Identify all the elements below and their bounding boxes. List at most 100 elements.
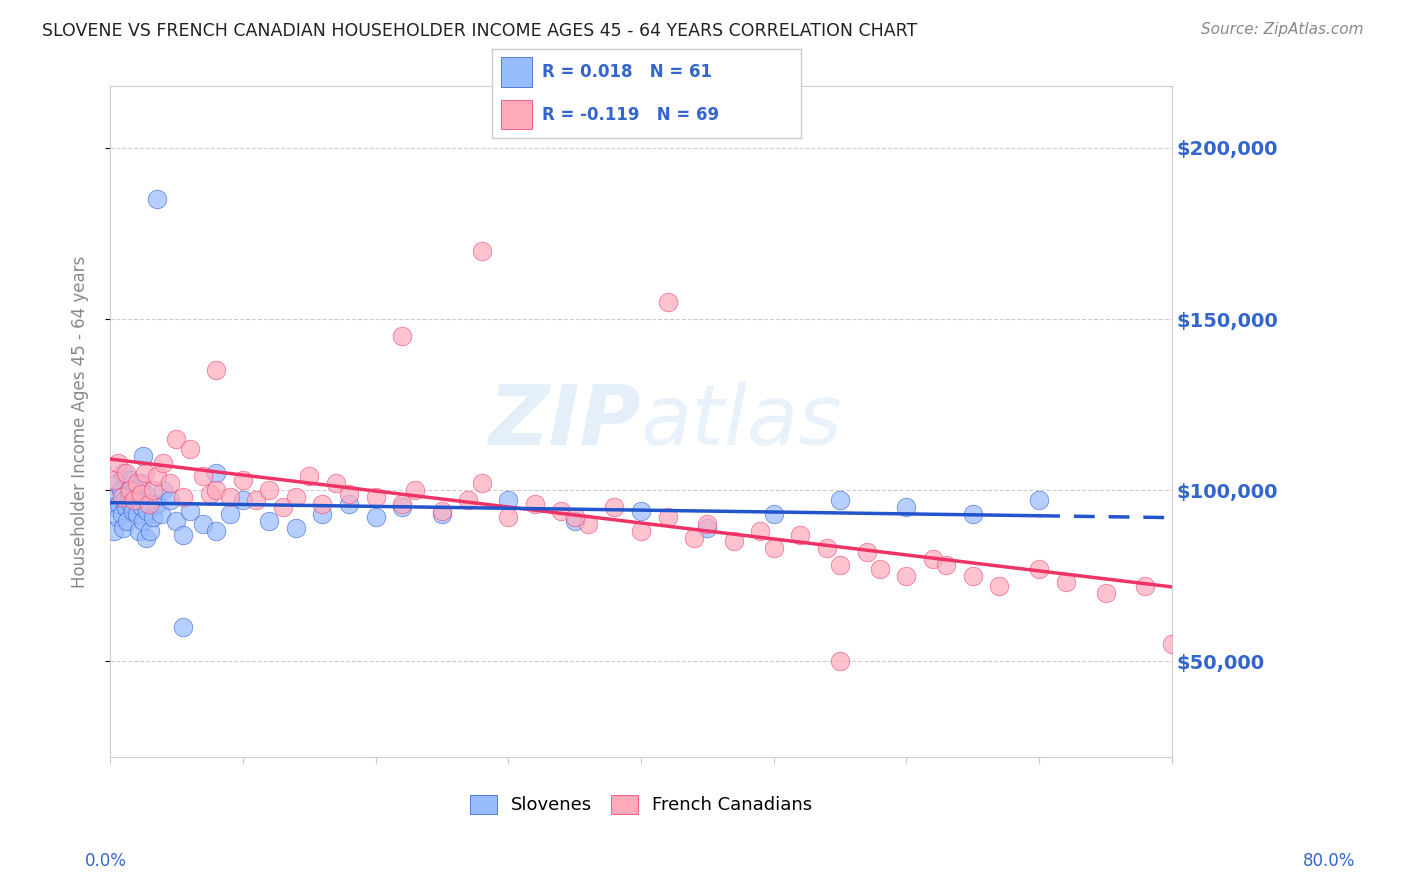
Point [112,521,135,535]
Point [152,483,174,497]
Point [1094,585,1116,599]
Point [364,510,387,524]
Point [145,497,167,511]
Point [603,500,626,515]
Text: SLOVENE VS FRENCH CANADIAN HOUSEHOLDER INCOME AGES 45 - 64 YEARS CORRELATION CHA: SLOVENE VS FRENCH CANADIAN HOUSEHOLDER I… [42,22,918,40]
Point [457,493,479,508]
Point [1028,493,1050,508]
Point [141,510,163,524]
Point [191,469,214,483]
Point [131,500,153,515]
Point [259,514,281,528]
Point [496,493,519,508]
Point [111,490,134,504]
Point [830,493,852,508]
Point [657,294,679,309]
Bar [502,57,533,87]
Point [922,551,945,566]
Point [101,500,124,515]
Point [120,497,142,511]
Point [630,503,652,517]
Text: atlas: atlas [641,381,842,462]
Point [869,562,891,576]
Point [105,476,128,491]
Point [159,476,181,491]
Point [271,500,294,515]
Point [471,476,494,491]
Point [114,493,136,508]
Point [696,517,718,532]
Point [337,486,360,500]
Text: R = -0.119   N = 69: R = -0.119 N = 69 [541,105,718,124]
Point [683,531,706,545]
Point [205,363,228,377]
Bar [502,100,533,129]
Text: Source: ZipAtlas.com: Source: ZipAtlas.com [1201,22,1364,37]
Point [179,503,201,517]
Point [132,449,155,463]
Point [107,510,129,524]
Point [115,466,138,480]
Point [988,579,1011,593]
Text: 0.0%: 0.0% [84,852,127,870]
Point [134,486,156,500]
Point [138,497,160,511]
Point [121,503,143,517]
Point [1028,562,1050,576]
Point [107,456,129,470]
Point [134,466,156,480]
Legend: Slovenes, French Canadians: Slovenes, French Canadians [463,788,820,822]
Point [523,497,546,511]
Point [896,500,918,515]
Point [145,192,167,206]
Point [364,490,387,504]
Point [762,541,785,556]
Point [172,620,194,634]
Point [117,514,139,528]
Point [165,432,187,446]
Point [124,483,146,497]
Point [205,483,228,497]
Text: 80.0%: 80.0% [1302,852,1355,870]
Point [311,507,333,521]
Point [122,490,145,504]
Point [564,514,586,528]
Point [696,521,718,535]
Point [576,517,599,532]
Point [550,503,572,517]
Point [298,469,321,483]
Point [111,507,134,521]
Point [311,497,333,511]
Point [218,490,240,504]
Point [149,507,172,521]
Point [749,524,772,538]
Point [391,500,413,515]
Point [172,490,194,504]
Point [935,558,957,573]
Point [218,507,240,521]
Point [159,493,181,508]
Point [404,483,426,497]
Point [136,503,159,517]
Point [129,476,152,491]
Point [830,654,852,668]
Point [139,524,162,538]
Point [118,486,141,500]
Point [232,473,254,487]
Point [723,534,745,549]
Point [205,524,228,538]
Point [232,493,254,508]
Point [115,500,138,515]
Point [337,497,360,511]
Point [471,244,494,258]
Point [129,486,152,500]
Point [896,568,918,582]
Point [564,510,586,524]
Point [125,507,148,521]
Y-axis label: Householder Income Ages 45 - 64 years: Householder Income Ages 45 - 64 years [72,255,89,588]
Point [112,466,135,480]
Point [496,510,519,524]
Point [104,490,127,504]
Point [198,486,221,500]
Point [325,476,347,491]
